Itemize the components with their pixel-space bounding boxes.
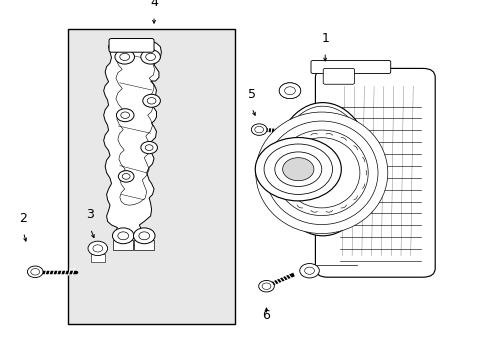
Circle shape bbox=[251, 124, 266, 135]
Text: 1: 1 bbox=[321, 32, 328, 45]
Circle shape bbox=[142, 94, 160, 107]
Polygon shape bbox=[103, 40, 161, 246]
Circle shape bbox=[116, 109, 134, 122]
FancyBboxPatch shape bbox=[323, 68, 354, 84]
Bar bbox=[91, 254, 104, 262]
Bar bbox=[134, 240, 154, 250]
Ellipse shape bbox=[275, 130, 367, 216]
Text: 3: 3 bbox=[86, 208, 94, 221]
Circle shape bbox=[112, 228, 134, 244]
Ellipse shape bbox=[283, 138, 359, 208]
Text: 6: 6 bbox=[262, 309, 270, 322]
Circle shape bbox=[115, 50, 134, 64]
Ellipse shape bbox=[255, 112, 387, 234]
FancyBboxPatch shape bbox=[310, 60, 390, 73]
Text: 2: 2 bbox=[20, 212, 27, 225]
FancyBboxPatch shape bbox=[315, 68, 434, 277]
Circle shape bbox=[27, 266, 43, 278]
Circle shape bbox=[258, 280, 274, 292]
FancyBboxPatch shape bbox=[109, 39, 154, 52]
Circle shape bbox=[141, 141, 157, 154]
Text: 4: 4 bbox=[150, 0, 158, 9]
Bar bbox=[68, 29, 234, 324]
Circle shape bbox=[299, 264, 319, 278]
Circle shape bbox=[282, 158, 313, 181]
Circle shape bbox=[133, 228, 155, 244]
Circle shape bbox=[274, 152, 321, 186]
Circle shape bbox=[118, 171, 134, 182]
Ellipse shape bbox=[265, 121, 377, 225]
Circle shape bbox=[279, 83, 300, 99]
Circle shape bbox=[255, 138, 341, 201]
Circle shape bbox=[141, 50, 160, 64]
Circle shape bbox=[88, 241, 107, 256]
Text: 5: 5 bbox=[247, 88, 255, 101]
Bar bbox=[113, 240, 133, 250]
Ellipse shape bbox=[273, 103, 371, 236]
